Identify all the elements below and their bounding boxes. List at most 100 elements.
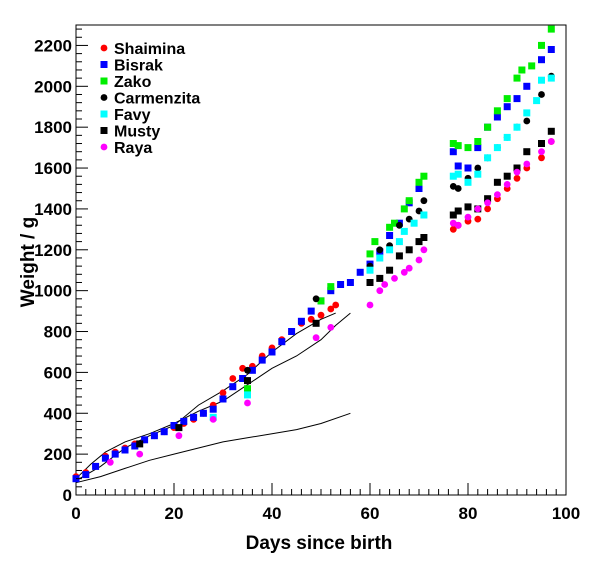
legend: ShaiminaBisrakZakoCarmenzitaFavyMustyRay… [100, 41, 200, 157]
point-shaimina [332, 301, 340, 309]
point-bisrak [278, 338, 286, 346]
point-zako [420, 172, 428, 180]
point-bisrak [101, 454, 109, 462]
point-raya [106, 458, 114, 466]
point-bisrak [327, 287, 335, 295]
legend-label-bisrak: Bisrak [114, 58, 163, 75]
x-tick-label: 40 [263, 504, 282, 523]
y-tick-label: 1000 [34, 282, 72, 301]
point-zako [518, 66, 526, 74]
legend-marker-raya [100, 143, 108, 151]
point-zako [371, 238, 379, 246]
point-musty [420, 234, 428, 241]
point-shaimina [538, 154, 545, 162]
point-shaimina [229, 375, 237, 382]
point-zako [538, 41, 545, 49]
point-shaimina [219, 389, 227, 397]
point-bisrak [209, 405, 217, 413]
point-musty [449, 211, 457, 219]
point-zako [454, 142, 462, 150]
legend-marker-musty [100, 127, 108, 134]
point-zako [513, 74, 521, 82]
point-shaimina [449, 225, 457, 233]
point-musty [366, 279, 374, 286]
y-axis-title: Weight / g [18, 217, 39, 307]
point-zako [391, 219, 398, 227]
point-bisrak [248, 366, 256, 374]
point-favy [493, 144, 501, 152]
point-carmenzita [312, 295, 320, 303]
point-bisrak [82, 471, 90, 479]
point-favy [523, 109, 531, 117]
point-zako [474, 138, 482, 145]
point-raya [400, 268, 408, 276]
point-zako [528, 62, 536, 70]
y-tick-label: 1400 [34, 200, 72, 219]
point-bisrak [150, 432, 158, 440]
point-zako [405, 197, 413, 205]
point-musty [415, 238, 423, 246]
point-favy [533, 97, 541, 105]
point-bisrak [415, 185, 423, 192]
point-shaimina [513, 174, 521, 182]
point-musty [454, 207, 462, 215]
point-bisrak [523, 82, 531, 90]
point-bisrak [493, 113, 501, 121]
point-bisrak [229, 383, 237, 391]
y-tick-label: 1600 [34, 159, 72, 178]
data-points [72, 25, 555, 483]
legend-marker-bisrak [100, 61, 108, 68]
point-musty [405, 246, 413, 254]
point-carmenzita [454, 185, 462, 192]
point-musty [523, 148, 531, 156]
point-bisrak [199, 409, 207, 417]
x-tick-label: 80 [459, 504, 478, 523]
point-bisrak [386, 232, 394, 239]
point-favy [547, 74, 555, 82]
legend-label-carmenzita: Carmenzita [114, 91, 200, 108]
point-bisrak [180, 417, 188, 425]
point-raya [503, 181, 511, 188]
point-bisrak [121, 446, 129, 454]
point-favy [474, 170, 482, 178]
axes: 0 20 40 60 80 1000200400600800100012001400160… [34, 28, 580, 523]
point-musty [395, 252, 403, 260]
point-bisrak [346, 279, 354, 286]
point-raya [366, 301, 374, 309]
point-raya [415, 256, 423, 264]
point-zako [386, 223, 394, 231]
point-zako [449, 140, 457, 147]
legend-label-musty: Musty [114, 124, 160, 141]
y-tick-label: 1800 [34, 118, 72, 137]
point-favy [464, 178, 472, 186]
point-musty [312, 319, 320, 327]
point-bisrak [449, 148, 457, 156]
point-musty [136, 440, 144, 448]
point-zako [547, 25, 555, 33]
point-raya [391, 275, 398, 282]
point-musty [503, 172, 511, 180]
y-tick-label: 800 [44, 323, 72, 342]
point-bisrak [170, 422, 178, 429]
point-bisrak [474, 144, 482, 152]
y-tick-label: 0 [63, 486, 72, 505]
point-favy [449, 172, 457, 180]
point-bisrak [131, 442, 139, 450]
point-raya [494, 191, 501, 199]
point-bisrak [190, 413, 198, 421]
point-musty [513, 164, 521, 172]
point-zako [503, 95, 511, 103]
point-carmenzita [244, 366, 251, 374]
point-zako [244, 385, 251, 393]
legend-marker-carmenzita [100, 94, 108, 101]
point-bisrak [503, 103, 511, 111]
point-raya [454, 221, 462, 229]
point-bisrak [92, 462, 100, 470]
x-tick-label: 20 [165, 504, 184, 523]
point-favy [395, 238, 403, 246]
point-favy [503, 133, 511, 141]
point-carmenzita [523, 117, 531, 125]
point-bisrak [538, 56, 545, 64]
point-musty [493, 178, 501, 186]
x-tick-label: 100 [552, 504, 580, 523]
